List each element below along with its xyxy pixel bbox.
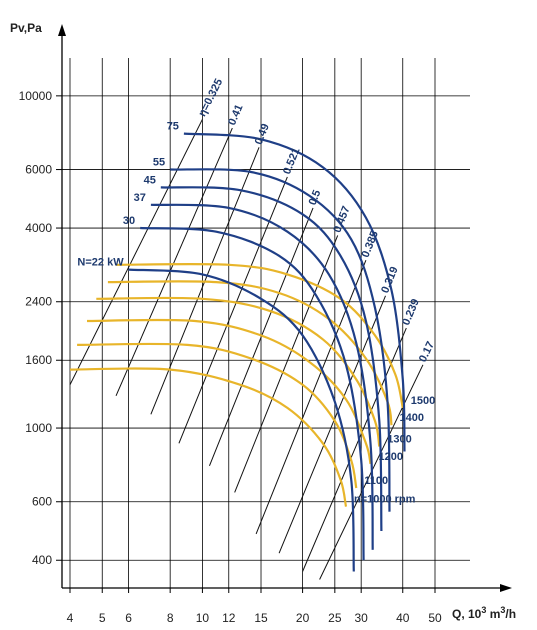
x-tick-label: 20 xyxy=(296,611,310,625)
x-tick-label: 50 xyxy=(428,611,442,625)
y-axis-title: Pv,Pa xyxy=(10,21,42,35)
y-tick-label: 4000 xyxy=(25,221,52,235)
efficiency-label-0-49: 0.49 xyxy=(253,122,272,146)
efficiency-label-0-521: 0.521 xyxy=(281,146,303,176)
efficiency-line xyxy=(234,235,339,493)
power-curves xyxy=(128,132,406,572)
x-tick-label: 30 xyxy=(354,611,368,625)
efficiency-label-0-319: 0.319 xyxy=(379,265,401,295)
x-tick-label: 5 xyxy=(99,611,106,625)
efficiency-label-0-5: 0.5 xyxy=(307,188,324,207)
y-tick-label: 600 xyxy=(32,495,52,509)
y-axis-arrow xyxy=(58,24,66,36)
power-label-55: 55 xyxy=(153,157,165,169)
speed-label-1200: 1200 xyxy=(379,451,403,463)
x-axis-title-unit-sup: 3 xyxy=(500,605,505,615)
y-tick-label: 2400 xyxy=(25,295,52,309)
power-curve-75 xyxy=(183,132,406,452)
power-label-30: 30 xyxy=(123,215,135,227)
grid xyxy=(56,58,470,593)
y-tick-label: 400 xyxy=(32,553,52,567)
y-tick-label: 1600 xyxy=(25,353,52,367)
power-curve-n-22-kw xyxy=(128,268,355,572)
speed-label-1500: 1500 xyxy=(411,395,435,407)
speed-label-1300: 1300 xyxy=(387,433,411,445)
efficiency-label-0-325: η=0.325 xyxy=(196,77,225,119)
x-tick-label: 25 xyxy=(328,611,342,625)
curve-labels: η=0.325 0.410.490.5210.50.4570.3850.3190.… xyxy=(77,77,437,506)
efficiency-line xyxy=(302,327,407,572)
y-tick-label: 10000 xyxy=(19,89,53,103)
speed-label-1100: 1100 xyxy=(364,475,388,487)
speed-curve-1300 xyxy=(96,296,381,447)
x-axis-title: Q, 103 m3/h xyxy=(452,605,516,621)
x-tick-label: 10 xyxy=(196,611,210,625)
x-tick-label: 15 xyxy=(254,611,268,625)
x-tick-label: 12 xyxy=(222,611,236,625)
x-axis-title-sup: 3 xyxy=(481,605,486,615)
speed-curve-1200 xyxy=(86,318,372,465)
power-label-75: 75 xyxy=(167,121,179,133)
x-tick-label: 6 xyxy=(125,611,132,625)
speed-label-n-1000-rpm: n=1000 rpm xyxy=(354,494,416,506)
power-curve-30 xyxy=(140,226,365,561)
x-axis-title-tail: /h xyxy=(505,607,516,621)
x-tick-label: 8 xyxy=(167,611,174,625)
y-tick-label: 6000 xyxy=(25,163,52,177)
efficiency-line xyxy=(178,176,288,444)
tick-labels: 4 5 6 8 10 12 15 20 25 30 40 5040060010001600240040… xyxy=(19,89,442,625)
power-curve-55 xyxy=(170,168,391,512)
efficiency-lines xyxy=(69,119,424,580)
x-axis-title-unit: m xyxy=(486,607,500,621)
power-label-n-22-kw: N=22 kW xyxy=(77,257,124,269)
power-label-45: 45 xyxy=(144,174,156,186)
power-curve-45 xyxy=(160,186,383,532)
x-tick-label: 4 xyxy=(67,611,74,625)
x-tick-label: 40 xyxy=(396,611,410,625)
speed-curves xyxy=(69,262,404,507)
x-axis-arrow xyxy=(500,584,512,592)
speed-label-1400: 1400 xyxy=(399,412,423,424)
speed-curve-n-1000-rpm xyxy=(69,367,348,507)
power-label-37: 37 xyxy=(134,192,146,204)
speed-curve-1500 xyxy=(115,262,404,409)
y-tick-label: 1000 xyxy=(25,421,52,435)
efficiency-line xyxy=(278,295,386,554)
x-axis-title-main: Q, 10 xyxy=(452,607,482,621)
efficiency-line xyxy=(69,119,203,385)
efficiency-line xyxy=(115,127,233,397)
power-curve-37 xyxy=(150,203,374,550)
efficiency-line xyxy=(209,207,314,466)
speed-curve-1100 xyxy=(77,342,358,489)
efficiency-line xyxy=(255,260,367,535)
